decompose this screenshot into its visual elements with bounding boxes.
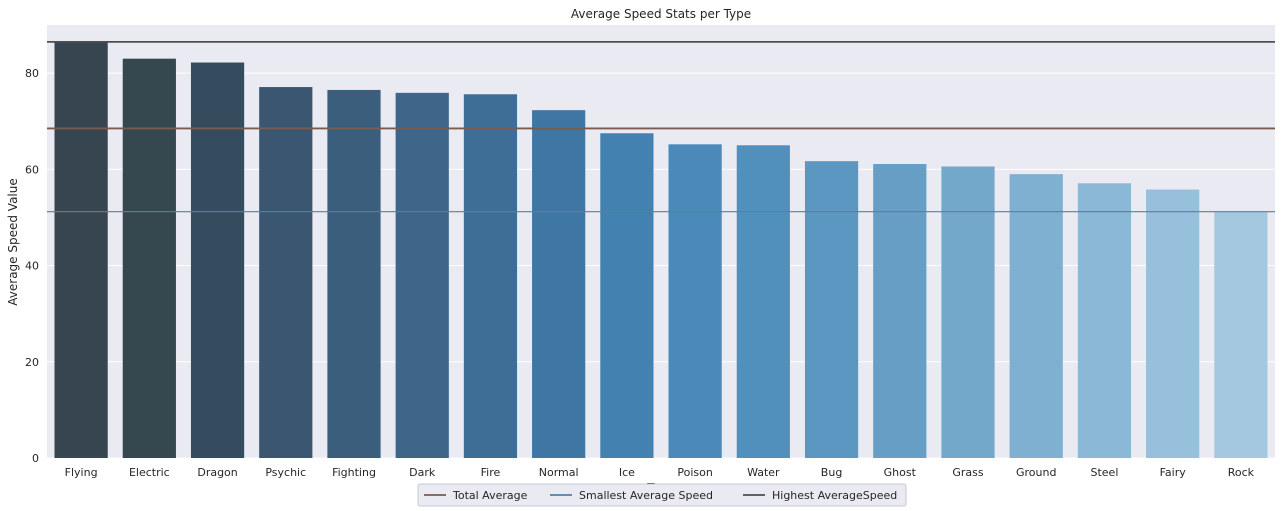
y-tick-label: 0 xyxy=(32,452,39,465)
chart-title: Average Speed Stats per Type xyxy=(571,7,751,21)
x-tick-label: Dragon xyxy=(197,466,237,479)
bar-rock xyxy=(1214,211,1268,458)
x-tick-label: Fighting xyxy=(332,466,376,479)
x-tick-label: Dark xyxy=(409,466,436,479)
x-tick-label: Ground xyxy=(1016,466,1056,479)
x-tick-label: Flying xyxy=(65,466,98,479)
x-tick-label: Water xyxy=(747,466,780,479)
x-tick-label: Psychic xyxy=(265,466,306,479)
y-tick-label: 20 xyxy=(25,356,39,369)
gridlines xyxy=(47,72,1275,459)
bar-poison xyxy=(668,144,722,458)
legend-box xyxy=(417,483,907,507)
x-tick-label: Fairy xyxy=(1160,466,1187,479)
bar-ghost xyxy=(873,164,927,458)
bar-psychic xyxy=(259,87,313,459)
bar-water xyxy=(736,145,790,458)
bar-normal xyxy=(532,110,586,458)
x-tick-label: Grass xyxy=(952,466,984,479)
bar-fire xyxy=(463,94,518,458)
bar-steel xyxy=(1077,183,1132,458)
legend-label: Smallest Average Speed xyxy=(579,489,713,502)
x-axis-ticks: Flying Electric Dragon Psychic Fighting Dark F… xyxy=(65,466,1255,479)
x-tick-label: Electric xyxy=(129,466,170,479)
x-tick-label: Fire xyxy=(481,466,501,479)
bar-fighting xyxy=(327,89,381,458)
plot-area xyxy=(47,25,1275,458)
bar-ground xyxy=(1009,174,1063,458)
y-tick-label: 80 xyxy=(25,67,39,80)
bar-electric xyxy=(122,58,176,459)
legend: Total Average Smallest Average Speed Highe… xyxy=(417,483,907,507)
bar-dragon xyxy=(190,62,245,458)
bar-grass xyxy=(941,166,995,459)
bar-dark xyxy=(395,92,449,458)
bar-ice xyxy=(600,133,654,458)
y-axis-label: Average Speed Value xyxy=(6,178,20,305)
y-tick-label: 60 xyxy=(25,163,39,176)
bars-group xyxy=(54,41,1268,459)
x-tick-label: Poison xyxy=(677,466,712,479)
y-axis-ticks: 0 20 40 60 80 xyxy=(25,67,39,465)
x-tick-label: Rock xyxy=(1228,466,1255,479)
reference-lines xyxy=(47,40,1275,213)
x-tick-label: Ghost xyxy=(884,466,917,479)
bar-bug xyxy=(804,161,859,458)
legend-label: Total Average xyxy=(452,489,528,502)
x-tick-label: Steel xyxy=(1090,466,1118,479)
legend-label: Highest AverageSpeed xyxy=(772,489,897,502)
x-tick-label: Bug xyxy=(821,466,843,479)
x-tick-label: Ice xyxy=(619,466,635,479)
bar-flying xyxy=(54,41,108,458)
x-tick-label: Normal xyxy=(539,466,579,479)
y-tick-label: 40 xyxy=(25,260,39,273)
bar-fairy xyxy=(1146,189,1200,459)
